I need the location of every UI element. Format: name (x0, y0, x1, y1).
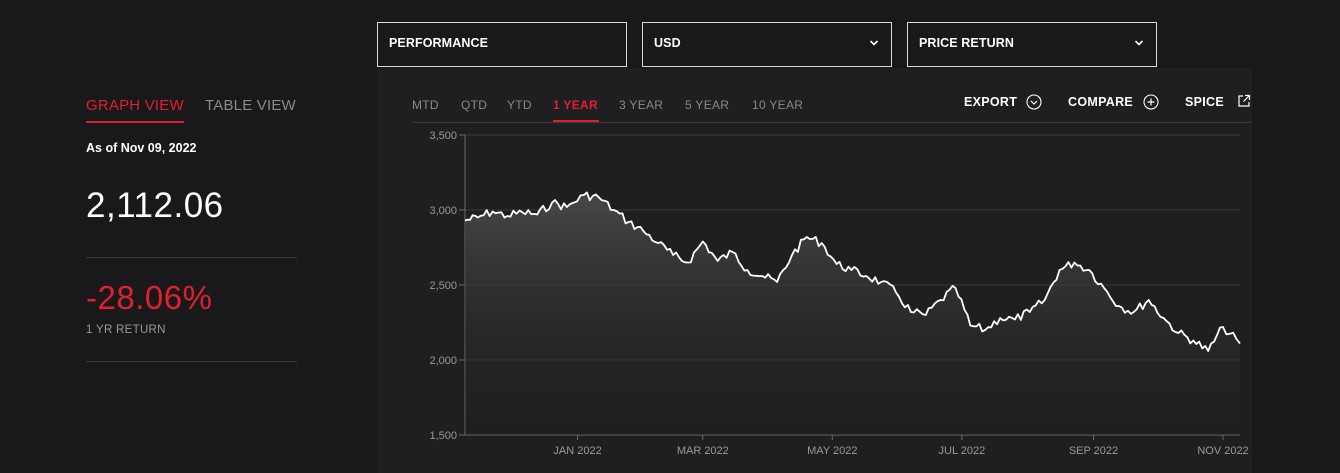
export-label: EXPORT (964, 95, 1018, 109)
x-tick-label: JAN 2022 (553, 445, 601, 457)
period-tab-qtd[interactable]: QTD (461, 98, 488, 112)
chart-panel: MTD QTD YTD 1 YEAR 3 YEAR 5 YEAR 10 YEAR… (377, 68, 1252, 473)
period-tab-1-year[interactable]: 1 YEAR (553, 98, 598, 112)
performance-select[interactable]: PERFORMANCE (377, 22, 627, 67)
tab-table-view[interactable]: TABLE VIEW (205, 97, 296, 114)
y-tick-label: 2,000 (429, 355, 457, 367)
x-tick-label: JUL 2022 (939, 445, 986, 457)
y-tick-label: 3,500 (429, 130, 457, 142)
x-tick-label: SEP 2022 (1069, 445, 1118, 457)
performance-select-label: PERFORMANCE (389, 36, 489, 50)
currency-select[interactable]: USD (642, 22, 892, 67)
return-value: -28.06% (86, 279, 213, 316)
chevron-down-icon (1134, 40, 1144, 46)
return-label: 1 YR RETURN (86, 324, 166, 336)
period-tab-3-year[interactable]: 3 YEAR (619, 98, 664, 112)
return-type-select-label: PRICE RETURN (919, 36, 1014, 50)
chevron-down-icon (869, 40, 879, 46)
y-tick-label: 2,500 (429, 280, 457, 292)
currency-select-label: USD (654, 36, 681, 50)
active-period-indicator (553, 120, 599, 122)
spice-label: SPICE (1185, 95, 1225, 109)
x-tick-label: NOV 2022 (1197, 445, 1248, 457)
x-tick-label: MAY 2022 (807, 445, 857, 457)
y-tick-label: 3,000 (429, 205, 457, 217)
x-tick-label: MAR 2022 (677, 445, 729, 457)
plus-circle-icon (1143, 94, 1159, 110)
performance-area (465, 192, 1240, 435)
performance-chart[interactable]: 3,500 3,000 2,500 2,000 1,500 JAN 2022 MAR 20… (377, 68, 1252, 473)
compare-label: COMPARE (1068, 95, 1134, 109)
period-tab-5-year[interactable]: 5 YEAR (685, 98, 730, 112)
period-tab-ytd[interactable]: YTD (507, 98, 532, 112)
y-tick-label: 1,500 (429, 430, 457, 442)
tab-graph-view[interactable]: GRAPH VIEW (86, 97, 184, 114)
chevron-circle-down-icon (1026, 94, 1042, 110)
external-link-icon (1238, 94, 1251, 107)
spice-link[interactable]: SPICE (1185, 94, 1251, 109)
summary-divider (86, 257, 297, 258)
return-type-select[interactable]: PRICE RETURN (907, 22, 1157, 67)
index-level-value: 2,112.06 (86, 186, 224, 225)
period-tab-10-year[interactable]: 10 YEAR (752, 98, 804, 112)
active-tab-indicator (86, 121, 184, 123)
tabs-divider (412, 122, 1252, 123)
period-tab-mtd[interactable]: MTD (412, 98, 439, 112)
compare-button[interactable]: COMPARE (1068, 94, 1159, 110)
performance-line (464, 191, 1241, 352)
as-of-date: As of Nov 09, 2022 (86, 141, 197, 155)
summary-divider (86, 361, 297, 362)
export-button[interactable]: EXPORT (964, 94, 1042, 110)
